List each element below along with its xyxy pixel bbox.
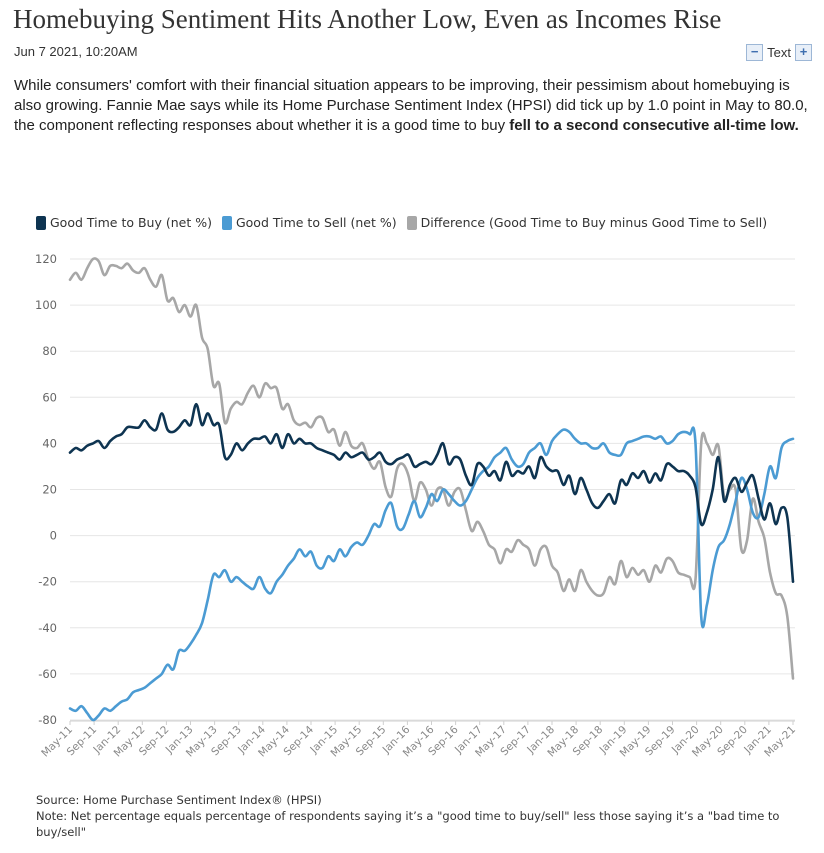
y-tick-label: -40 — [38, 621, 57, 635]
y-tick-label: 120 — [35, 252, 57, 266]
y-tick-label: -20 — [38, 575, 57, 589]
y-tick-label: 80 — [42, 344, 57, 358]
text-size-control: − Text + — [746, 44, 812, 61]
legend-swatch-difference — [406, 215, 417, 230]
y-tick-label: 0 — [50, 529, 57, 543]
chart-note: Note: Net percentage equals percentage o… — [36, 809, 780, 839]
page-title: Homebuying Sentiment Hits Another Low, E… — [13, 4, 722, 34]
chart-legend: Good Time to Buy (net %) Good Time to Se… — [36, 215, 767, 230]
legend-swatch-buy — [36, 215, 46, 230]
y-tick-label: 100 — [35, 298, 57, 312]
article-date: Jun 7 2021, 10:20AM — [14, 44, 138, 59]
series-line-good-time-to-buy — [68, 402, 795, 583]
y-tick-label: -60 — [38, 667, 57, 681]
series-line-good-time-to-sell — [68, 426, 795, 722]
chart-source: Source: Home Purchase Sentiment Index® (… — [36, 793, 322, 807]
y-tick-label: 40 — [42, 436, 57, 450]
decrease-text-button[interactable]: − — [746, 44, 764, 61]
lede-text: While consumers' comfort with their fina… — [14, 77, 808, 134]
y-tick-label: 20 — [42, 483, 57, 497]
legend-item-difference[interactable]: Difference (Good Time to Buy minus Good … — [406, 215, 768, 230]
y-tick-label: 60 — [42, 390, 57, 404]
increase-text-button[interactable]: + — [795, 44, 812, 61]
legend-label-sell: Good Time to Sell (net %) — [235, 215, 397, 230]
series-line-difference — [68, 257, 795, 680]
sentiment-line-chart: 120100806040200-20-40-60-80May-11Sep-11J… — [35, 252, 798, 759]
legend-swatch-sell — [221, 215, 232, 230]
lede-emphasis: fell to a second consecutive all-time lo… — [509, 117, 799, 134]
y-tick-label: -80 — [38, 713, 57, 727]
text-size-label: Text — [767, 45, 791, 60]
legend-item-sell[interactable]: Good Time to Sell (net %) — [221, 215, 397, 230]
article-lede: While consumers' comfort with their fina… — [14, 76, 810, 136]
legend-item-buy[interactable]: Good Time to Buy (net %) — [36, 215, 212, 230]
legend-label-buy: Good Time to Buy (net %) — [50, 215, 212, 230]
legend-label-difference: Difference (Good Time to Buy minus Good … — [420, 215, 768, 230]
chart-footnote: Source: Home Purchase Sentiment Index® (… — [36, 792, 796, 840]
